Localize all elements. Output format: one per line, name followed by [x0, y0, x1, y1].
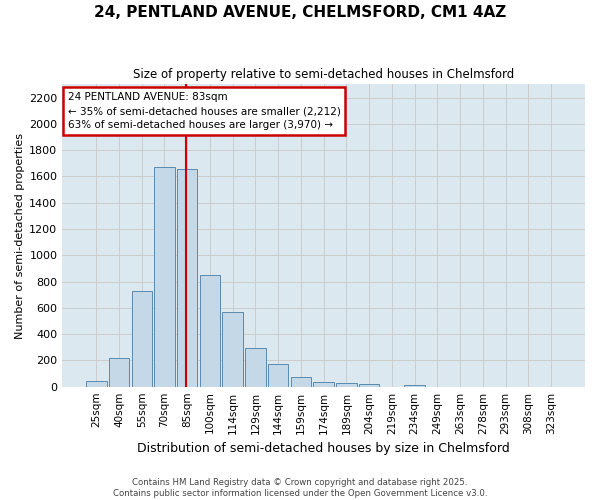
Bar — [223, 312, 243, 386]
Bar — [109, 358, 129, 386]
Bar — [245, 348, 266, 387]
Bar — [359, 384, 379, 386]
Y-axis label: Number of semi-detached properties: Number of semi-detached properties — [15, 132, 25, 338]
Bar — [154, 167, 175, 386]
Bar — [131, 291, 152, 386]
Title: Size of property relative to semi-detached houses in Chelmsford: Size of property relative to semi-detach… — [133, 68, 514, 80]
X-axis label: Distribution of semi-detached houses by size in Chelmsford: Distribution of semi-detached houses by … — [137, 442, 510, 455]
Bar — [336, 384, 356, 386]
Bar — [268, 364, 289, 386]
Bar — [177, 169, 197, 386]
Text: Contains HM Land Registry data © Crown copyright and database right 2025.
Contai: Contains HM Land Registry data © Crown c… — [113, 478, 487, 498]
Bar — [290, 378, 311, 386]
Text: 24, PENTLAND AVENUE, CHELMSFORD, CM1 4AZ: 24, PENTLAND AVENUE, CHELMSFORD, CM1 4AZ — [94, 5, 506, 20]
Bar — [200, 275, 220, 386]
Bar — [313, 382, 334, 386]
Text: 24 PENTLAND AVENUE: 83sqm
← 35% of semi-detached houses are smaller (2,212)
63% : 24 PENTLAND AVENUE: 83sqm ← 35% of semi-… — [68, 92, 340, 130]
Bar — [86, 381, 107, 386]
